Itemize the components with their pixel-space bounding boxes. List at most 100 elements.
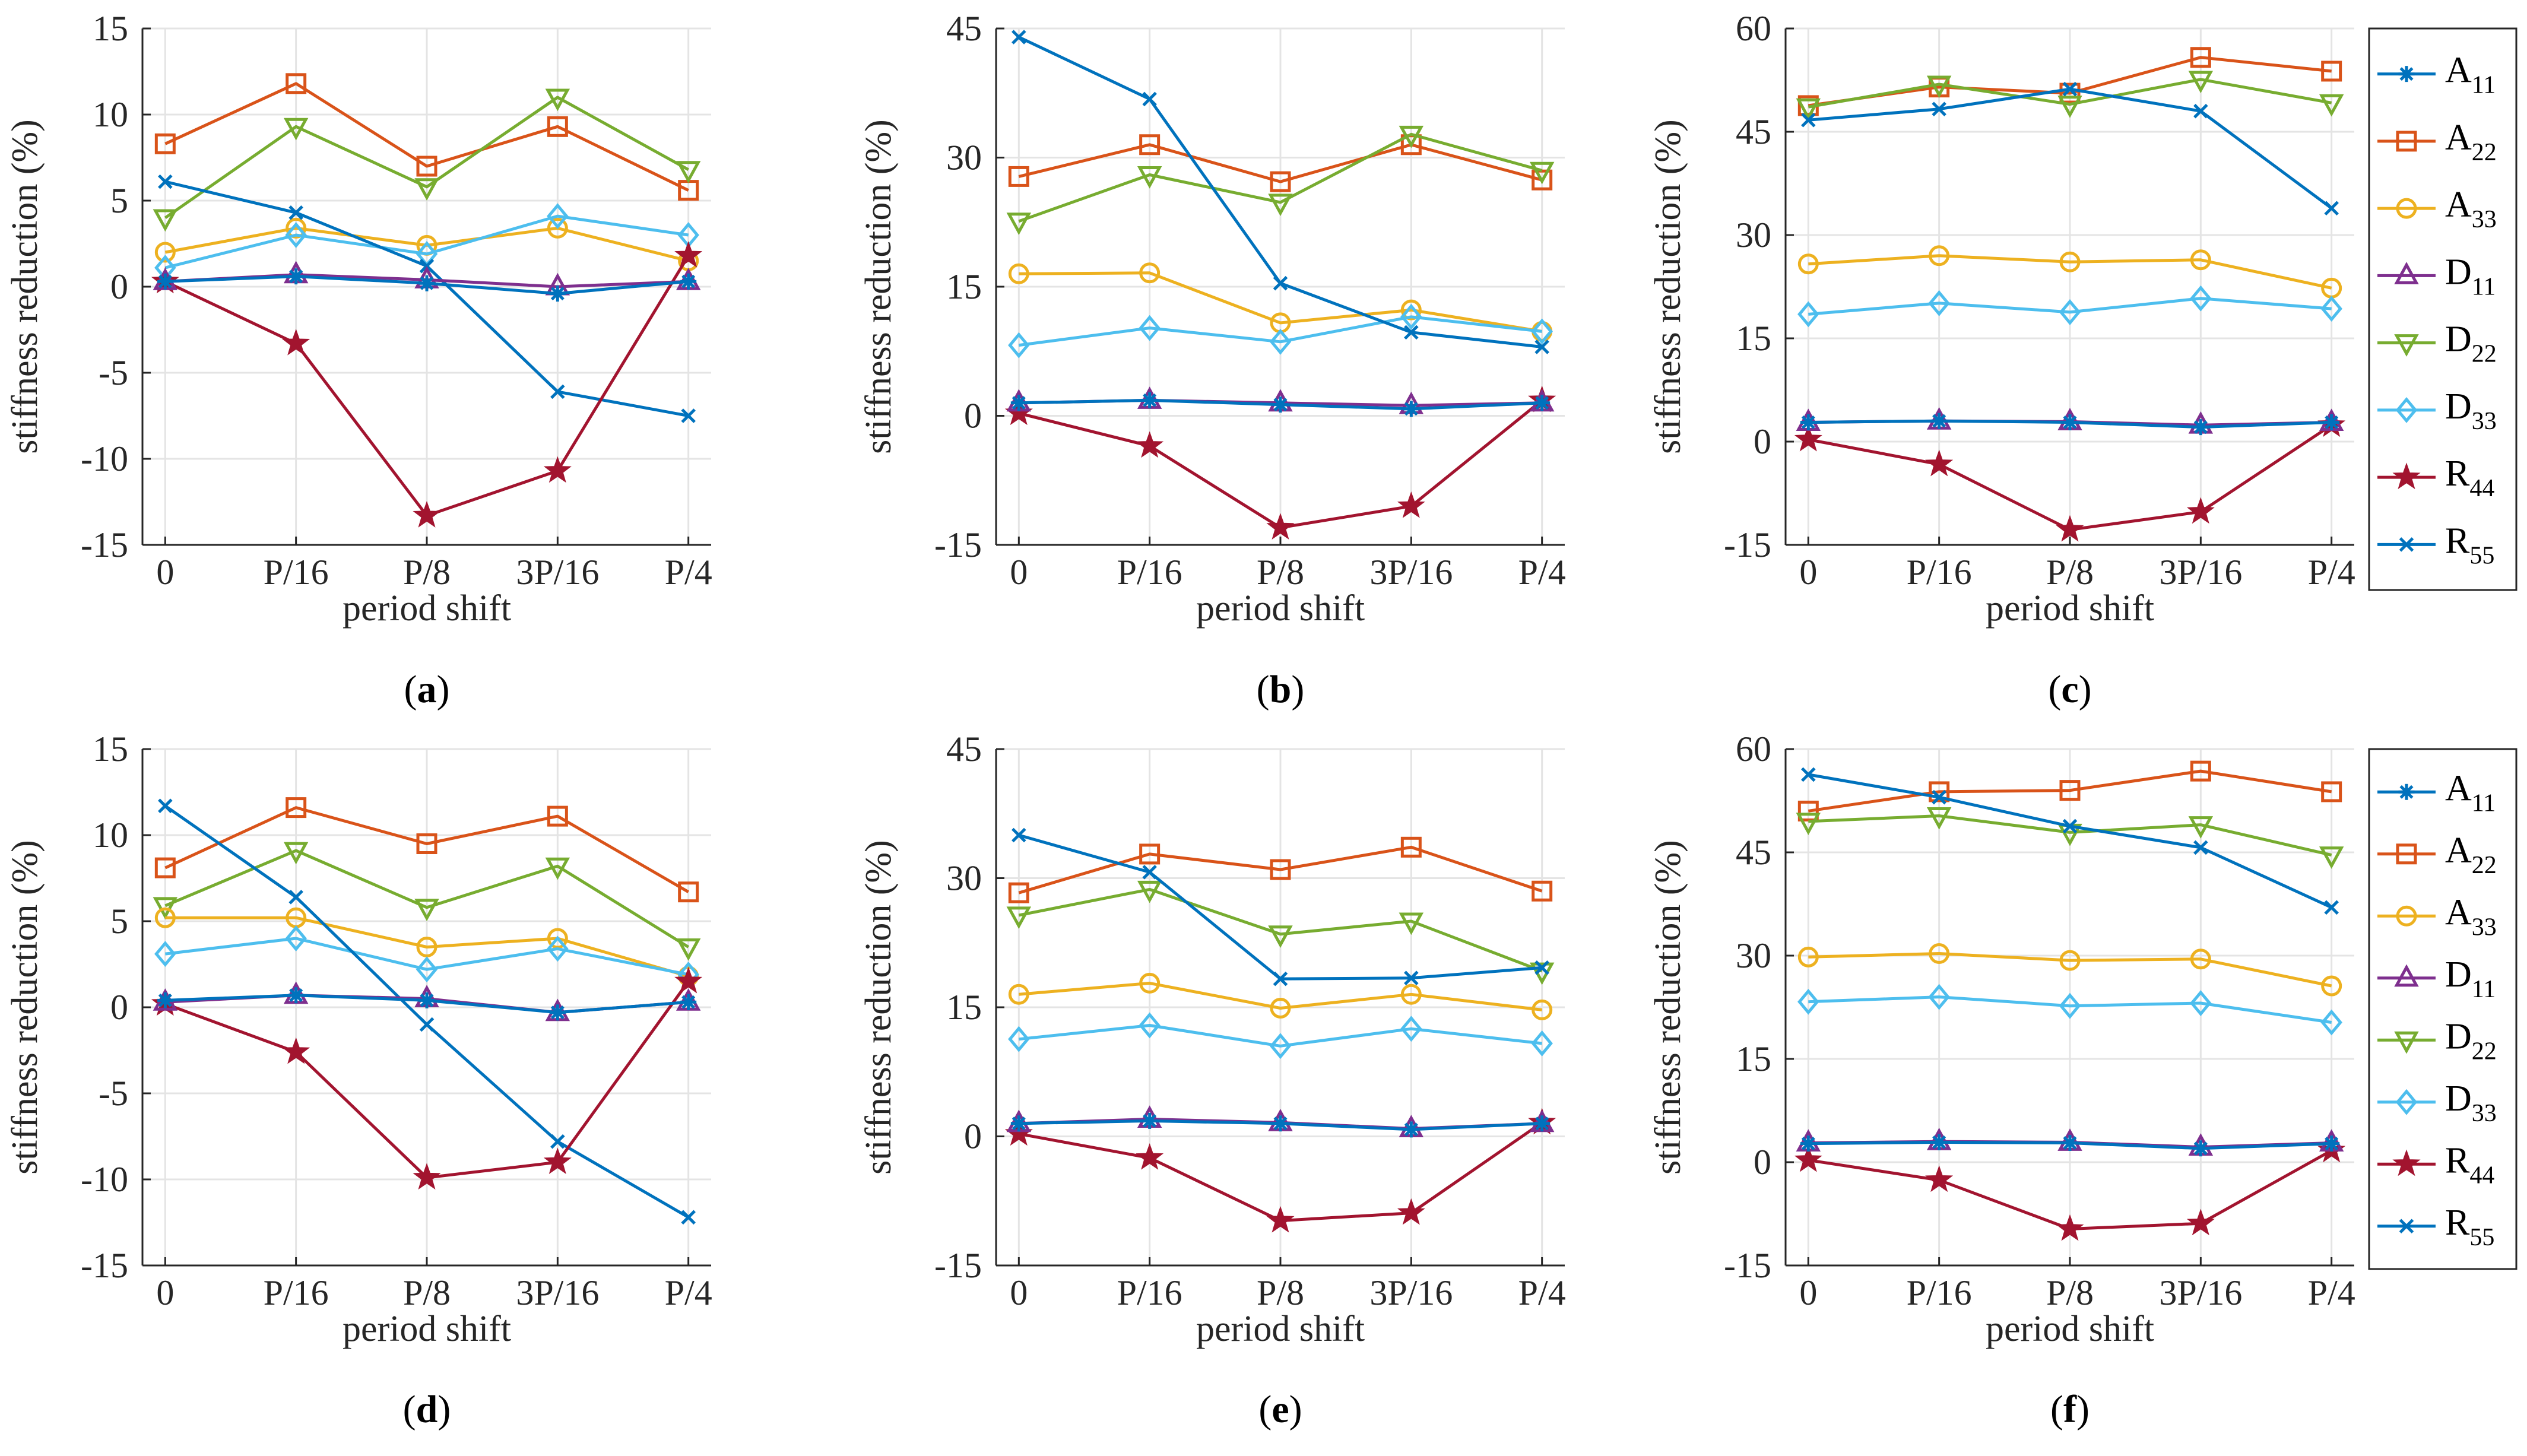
data-point-A33 — [154, 907, 176, 928]
legend-label: A33 — [2445, 892, 2497, 941]
series-line-A33 — [1019, 271, 1543, 333]
series-R55 — [158, 798, 696, 1225]
y-tick-label: 0 — [1754, 1143, 1771, 1182]
data-point-D33 — [1928, 290, 1950, 316]
data-point-R55 — [1273, 275, 1288, 291]
data-point-A33 — [1139, 262, 1161, 284]
legend-label: A11 — [2445, 50, 2496, 99]
data-point-R44 — [1136, 431, 1164, 458]
data-point-R55 — [1932, 789, 1946, 805]
panel-c: -15 0 15 30 45 60 0 P/16 P/8 3P/16 P/4 period shift… — [1648, 9, 2355, 711]
x-tick-label: P/4 — [1518, 553, 1566, 592]
data-point-A11 — [2323, 1135, 2340, 1152]
data-point-D22 — [1796, 813, 1821, 835]
data-point-R44 — [1794, 1145, 1822, 1172]
legend-label: D11 — [2445, 954, 2496, 1003]
y-tick-label: 30 — [946, 138, 982, 177]
series-A22 — [154, 797, 699, 903]
data-point-D33 — [2059, 992, 2081, 1019]
data-point-D22 — [2188, 816, 2214, 839]
data-point-A22 — [1139, 843, 1161, 865]
legend: A11 A22 A33 D11 D22 D33 R44 R55 — [2368, 748, 2518, 1270]
data-point-A11 — [549, 286, 566, 302]
data-point-R55 — [1012, 30, 1026, 45]
legend-entry-A22: A22 — [2377, 830, 2497, 879]
data-point-D33 — [1139, 315, 1161, 341]
series-line-D22 — [1808, 814, 2332, 857]
series-line-D33 — [1808, 297, 2332, 316]
x-tick-label: 3P/16 — [1369, 1273, 1453, 1312]
y-axis-label: stiffness reduction (%) — [858, 119, 899, 454]
legend-swatch-marker — [2394, 1031, 2419, 1054]
x-tick-label: P/16 — [1907, 553, 1972, 592]
y-tick-label: 45 — [1736, 833, 1771, 872]
data-point-A22 — [678, 881, 699, 903]
legend-entry-A11: A11 — [2377, 50, 2496, 99]
data-point-A33 — [2190, 249, 2211, 271]
series-R55 — [1012, 30, 1549, 354]
series-line-D33 — [1808, 995, 2332, 1024]
data-point-D33 — [285, 925, 307, 951]
legend-entry-A22: A22 — [2377, 118, 2497, 166]
data-point-D22 — [676, 161, 701, 183]
x-tick-label: P/8 — [403, 553, 451, 592]
data-point-A11 — [1272, 396, 1289, 413]
data-point-R55 — [2062, 819, 2078, 834]
legend-swatch-marker — [2394, 262, 2419, 284]
data-point-D22 — [414, 178, 439, 201]
legend-label: D11 — [2445, 252, 2496, 300]
y-tick-label: 10 — [93, 95, 128, 134]
data-point-A11 — [2062, 1135, 2078, 1152]
data-point-A33 — [1929, 943, 1950, 965]
legend-entry-R44: R44 — [2377, 1140, 2494, 1189]
data-point-D33 — [2190, 990, 2212, 1016]
series-D22 — [153, 842, 701, 961]
data-point-A22 — [1139, 134, 1161, 156]
y-tick-label: 15 — [1736, 319, 1771, 358]
data-point-D22 — [1926, 807, 1952, 830]
x-tick-label: 0 — [1010, 553, 1028, 592]
data-point-A11 — [1931, 413, 1948, 429]
series-D33 — [1797, 285, 2342, 328]
x-tick-label: 0 — [1799, 553, 1817, 592]
series-A11 — [157, 987, 697, 1021]
panel-caption: (f) — [2050, 1388, 2090, 1431]
y-tick-label: 0 — [110, 267, 128, 306]
data-point-R55 — [158, 798, 173, 813]
panel-caption: (e) — [1258, 1388, 1302, 1431]
data-point-D33 — [1269, 328, 1292, 355]
data-point-R44 — [1397, 491, 1425, 518]
panel-caption: (b) — [1257, 668, 1305, 711]
series-line-D33 — [164, 214, 689, 269]
y-tick-label: 60 — [1736, 729, 1771, 769]
data-point-R44 — [1925, 1165, 1954, 1192]
data-point-A22 — [154, 133, 176, 154]
data-point-A22 — [1270, 171, 1291, 192]
y-tick-label: 10 — [93, 816, 128, 855]
legend-label: D22 — [2445, 1016, 2497, 1065]
data-point-A11 — [418, 992, 435, 1008]
y-tick-label: 30 — [1736, 215, 1771, 255]
data-point-A11 — [680, 994, 697, 1010]
data-point-A11 — [680, 273, 697, 290]
data-point-R55 — [681, 1210, 696, 1225]
data-point-R55 — [2324, 201, 2339, 216]
data-point-A22 — [1008, 882, 1029, 903]
panel-caption: (a) — [404, 668, 450, 711]
y-axis-label: stiffness reduction (%) — [5, 119, 45, 454]
data-point-D33 — [1531, 1030, 1553, 1057]
data-point-R55 — [288, 205, 303, 220]
x-tick-label: P/4 — [2308, 1273, 2355, 1312]
series-R55 — [1012, 827, 1549, 986]
data-point-R55 — [288, 890, 303, 905]
data-point-D22 — [676, 938, 701, 961]
data-point-A33 — [416, 937, 437, 957]
x-axis-label: period shift — [1986, 1309, 2154, 1349]
data-point-D33 — [547, 935, 569, 962]
data-point-R44 — [1794, 424, 1822, 452]
series-line-A22 — [164, 806, 689, 893]
data-point-R44 — [1266, 1206, 1295, 1233]
data-point-D22 — [1137, 166, 1162, 189]
data-point-A22 — [2059, 780, 2081, 801]
legend-swatch-marker — [2398, 783, 2415, 800]
